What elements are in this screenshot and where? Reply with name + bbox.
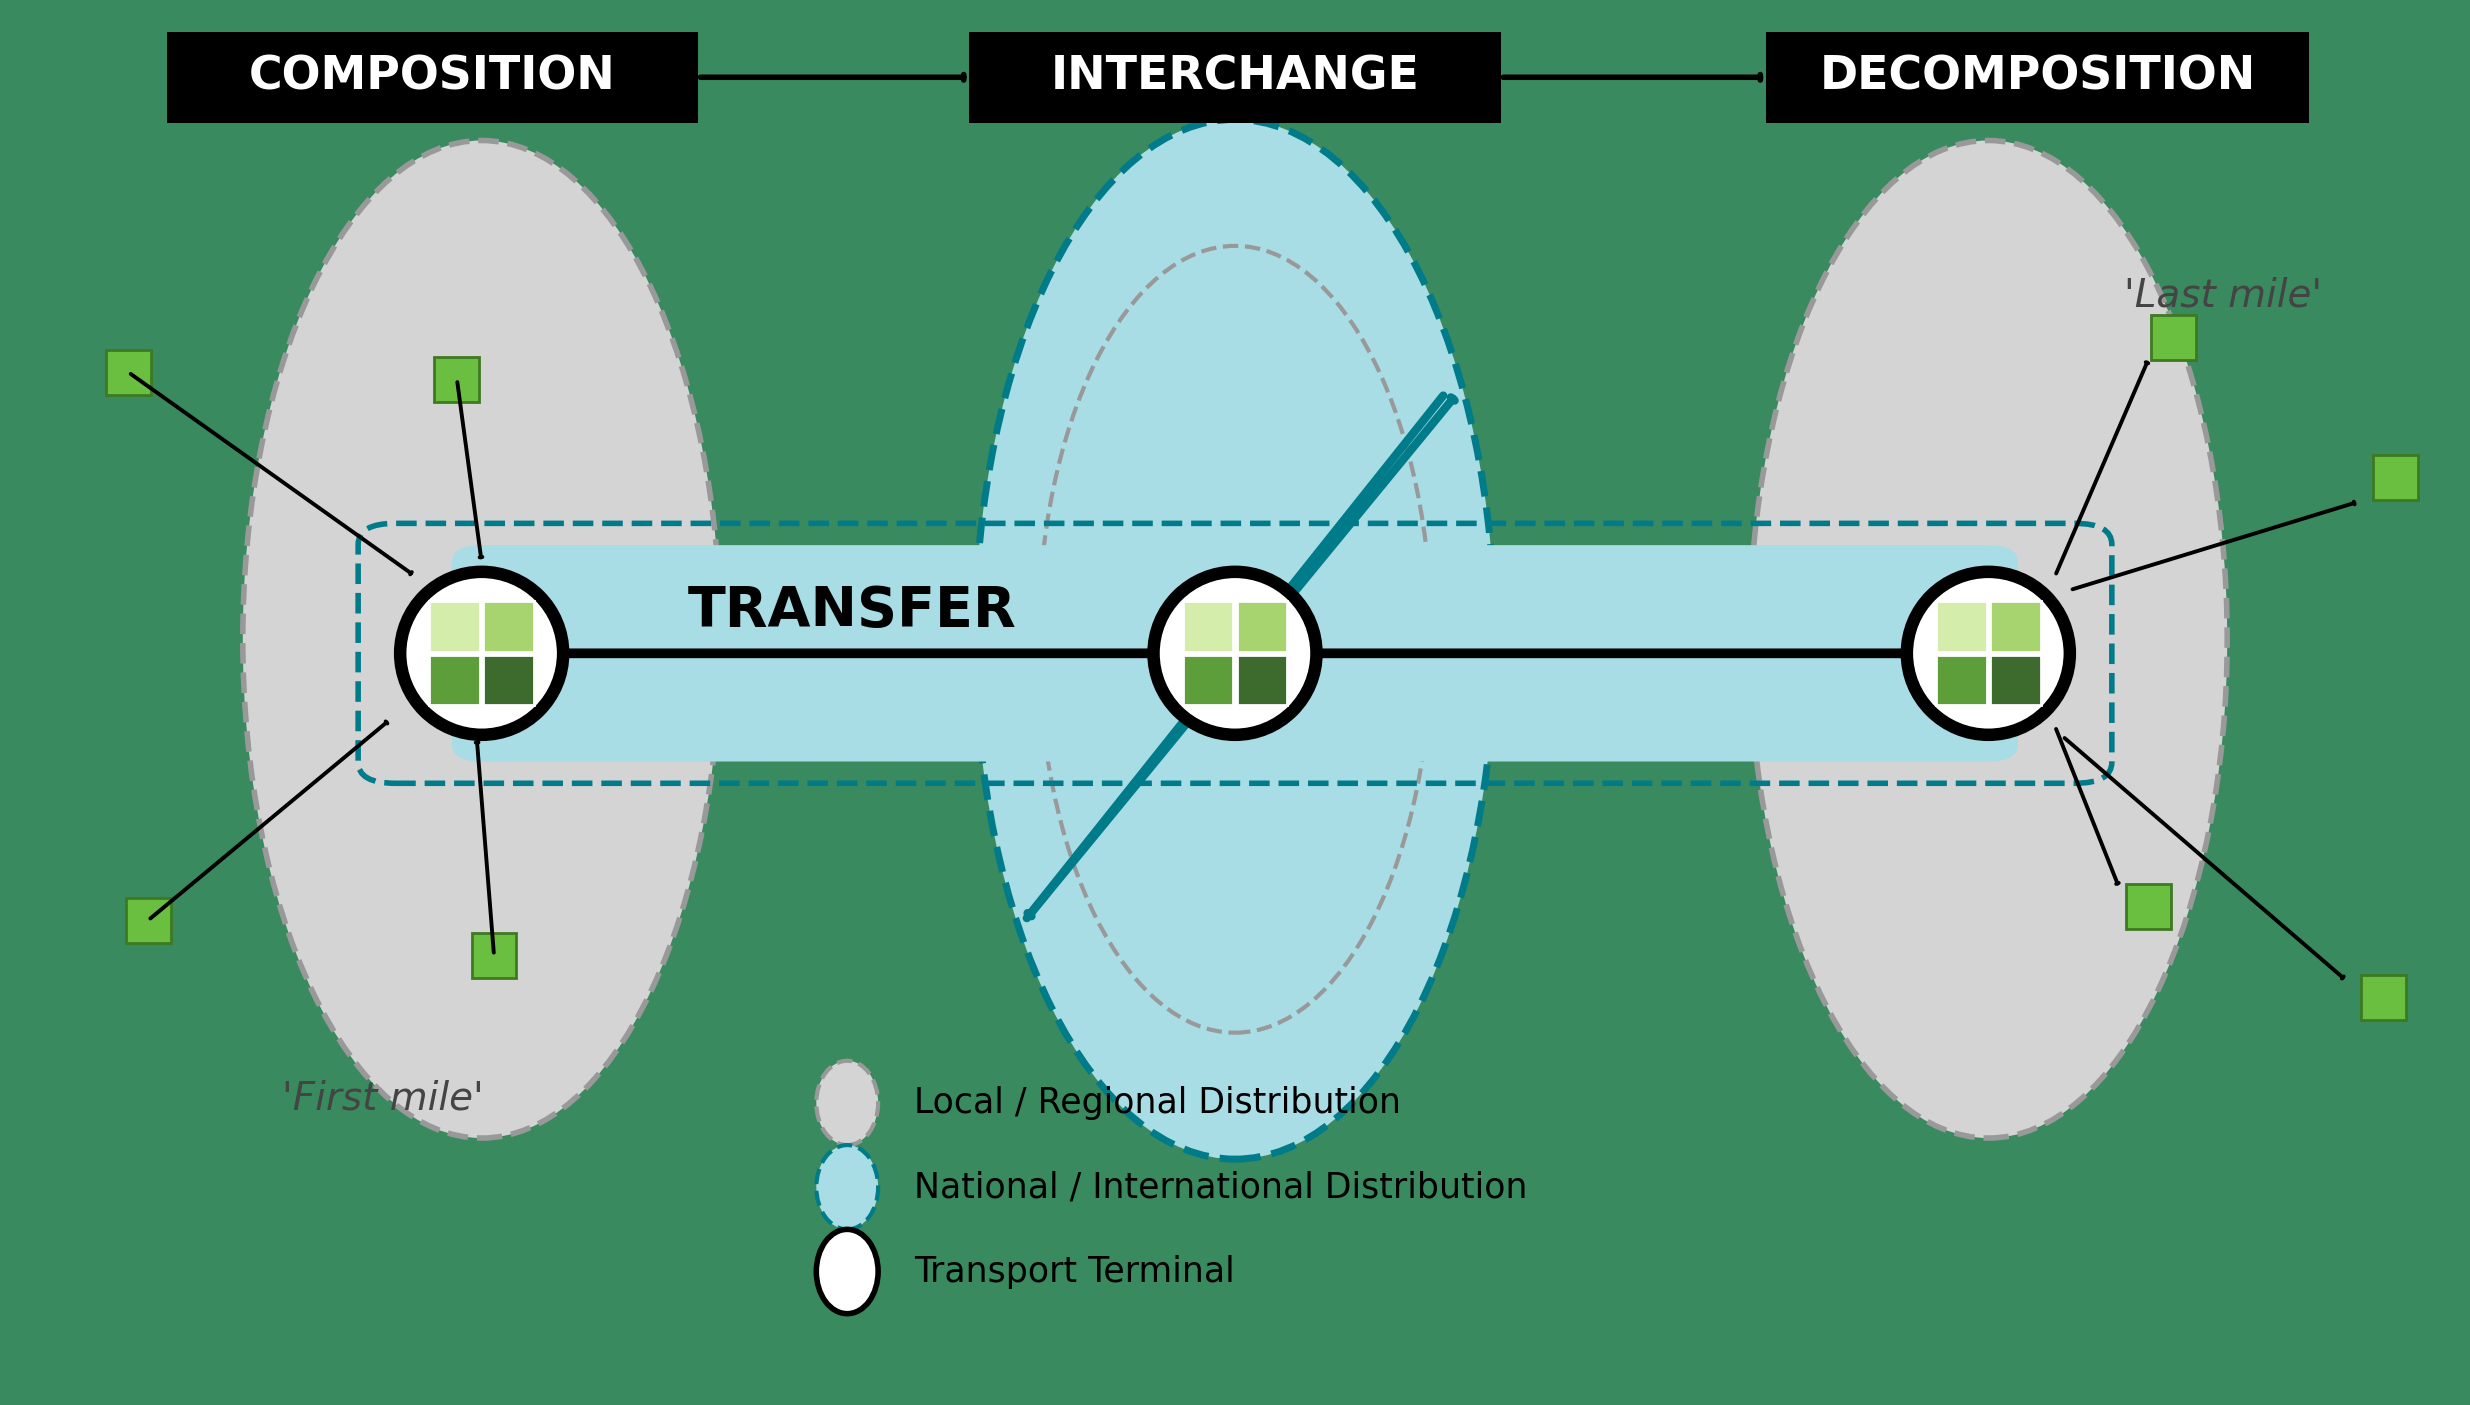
Bar: [1237, 655, 1287, 705]
Ellipse shape: [976, 119, 1494, 1159]
FancyBboxPatch shape: [968, 32, 1502, 124]
Bar: [2361, 975, 2406, 1020]
Text: DECOMPOSITION: DECOMPOSITION: [1820, 55, 2255, 100]
Text: TRANSFER: TRANSFER: [687, 584, 1018, 638]
Bar: [430, 655, 479, 705]
Bar: [2127, 884, 2171, 929]
Bar: [1183, 655, 1233, 705]
Text: COMPOSITION: COMPOSITION: [249, 55, 615, 100]
Ellipse shape: [815, 1145, 879, 1229]
Bar: [484, 601, 534, 652]
Bar: [106, 350, 151, 395]
FancyBboxPatch shape: [165, 32, 697, 124]
Bar: [1237, 601, 1287, 652]
Bar: [1183, 601, 1233, 652]
Bar: [472, 933, 516, 978]
FancyBboxPatch shape: [452, 545, 2018, 762]
Bar: [1991, 601, 2040, 652]
Text: Transport Terminal: Transport Terminal: [914, 1255, 1235, 1288]
Text: Local / Regional Distribution: Local / Regional Distribution: [914, 1086, 1400, 1120]
Ellipse shape: [1907, 572, 2070, 735]
Text: INTERCHANGE: INTERCHANGE: [1050, 55, 1420, 100]
Bar: [484, 655, 534, 705]
Ellipse shape: [1153, 572, 1317, 735]
Text: 'Last mile': 'Last mile': [2124, 275, 2322, 315]
Bar: [2374, 455, 2418, 500]
Ellipse shape: [400, 572, 563, 735]
Text: 'First mile': 'First mile': [282, 1079, 484, 1118]
Bar: [1936, 601, 1986, 652]
FancyBboxPatch shape: [1766, 32, 2309, 124]
Bar: [126, 898, 170, 943]
Bar: [1991, 655, 2040, 705]
Bar: [430, 601, 479, 652]
Ellipse shape: [815, 1061, 879, 1145]
Bar: [2151, 315, 2196, 360]
Ellipse shape: [815, 1229, 879, 1314]
Bar: [435, 357, 479, 402]
Bar: [1936, 655, 1986, 705]
Ellipse shape: [1749, 140, 2228, 1138]
Text: National / International Distribution: National / International Distribution: [914, 1170, 1526, 1204]
Ellipse shape: [242, 140, 721, 1138]
